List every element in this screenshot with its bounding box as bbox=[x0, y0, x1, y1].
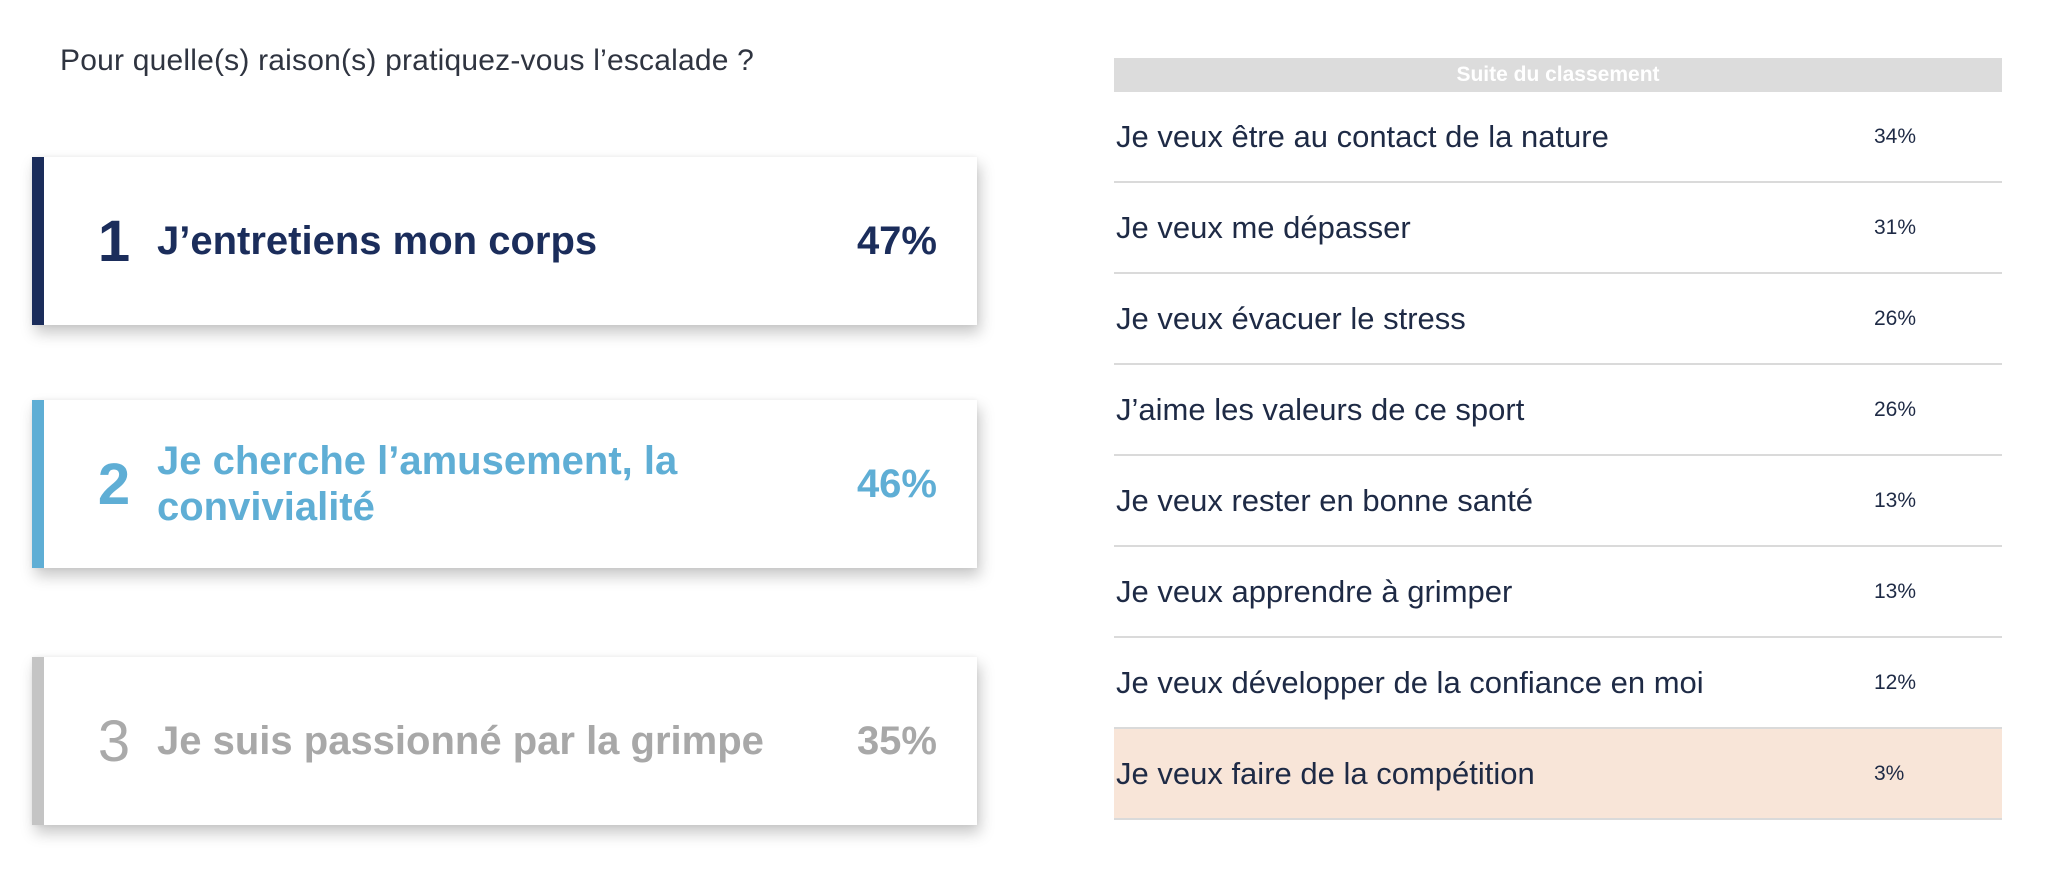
ranking-row-label: Je veux évacuer le stress bbox=[1116, 300, 1466, 336]
ranking-row-value: 13% bbox=[1874, 488, 1917, 512]
rank-2-value: 46% bbox=[856, 461, 937, 506]
ranking-table: Suite du classement Je veux être au cont… bbox=[1114, 58, 2002, 820]
ranking-row-value: 26% bbox=[1874, 397, 1917, 421]
ranking-rows: Je veux être au contact de la nature 34%… bbox=[1114, 92, 2002, 820]
ranking-header: Suite du classement bbox=[1114, 58, 2002, 92]
rank-1-value: 47% bbox=[856, 218, 937, 263]
ranking-row: Je veux être au contact de la nature 34% bbox=[1114, 92, 2002, 183]
question-title: Pour quelle(s) raison(s) pratiquez-vous … bbox=[60, 44, 755, 77]
ranking-row: Je veux apprendre à grimper 13% bbox=[1114, 547, 2002, 638]
ranking-row: Je veux développer de la confiance en mo… bbox=[1114, 638, 2002, 729]
ranking-row-highlighted: Je veux faire de la compétition 3% bbox=[1114, 729, 2002, 820]
ranking-row-label: Je veux être au contact de la nature bbox=[1116, 118, 1609, 154]
rank-1-accent-bar bbox=[32, 157, 44, 325]
ranking-row-label: Je veux apprendre à grimper bbox=[1116, 573, 1513, 609]
rank-1-number: 1 bbox=[97, 208, 131, 274]
rank-3-number: 3 bbox=[97, 708, 131, 774]
ranking-row-value: 26% bbox=[1874, 306, 1917, 330]
rank-2-number: 2 bbox=[97, 451, 131, 517]
ranking-row-label: Je veux développer de la confiance en mo… bbox=[1116, 664, 1704, 700]
ranking-row-label: Je veux me dépasser bbox=[1116, 209, 1411, 245]
rank-3-accent-bar bbox=[32, 657, 44, 825]
ranking-row-label: J’aime les valeurs de ce sport bbox=[1116, 391, 1525, 427]
rank-3-label: Je suis passionné par la grimpe bbox=[157, 719, 764, 763]
ranking-row: J’aime les valeurs de ce sport 26% bbox=[1114, 365, 2002, 456]
ranking-row-label: Je veux rester en bonne santé bbox=[1116, 482, 1534, 518]
ranking-row: Je veux rester en bonne santé 13% bbox=[1114, 456, 2002, 547]
rank-2-accent-bar bbox=[32, 400, 44, 568]
ranking-row: Je veux me dépasser 31% bbox=[1114, 183, 2002, 274]
rank-2-label: Je cherche l’amusement, la convivialité bbox=[157, 439, 678, 529]
rank-1-label: J’entretiens mon corps bbox=[157, 219, 598, 263]
ranking-row: Je veux évacuer le stress 26% bbox=[1114, 274, 2002, 365]
ranking-row-value: 31% bbox=[1874, 215, 1917, 239]
podium-card-rank-1: 1 J’entretiens mon corps 47% bbox=[32, 157, 977, 325]
ranking-row-value: 12% bbox=[1874, 670, 1917, 694]
podium-card-rank-2: 2 Je cherche l’amusement, la convivialit… bbox=[32, 400, 977, 568]
ranking-row-value: 13% bbox=[1874, 579, 1917, 603]
ranking-row-value: 34% bbox=[1874, 124, 1917, 148]
podium-card-rank-3: 3 Je suis passionné par la grimpe 35% bbox=[32, 657, 977, 825]
ranking-row-value: 3% bbox=[1874, 761, 1905, 785]
ranking-row-label: Je veux faire de la compétition bbox=[1116, 755, 1535, 791]
rank-3-value: 35% bbox=[856, 718, 937, 763]
